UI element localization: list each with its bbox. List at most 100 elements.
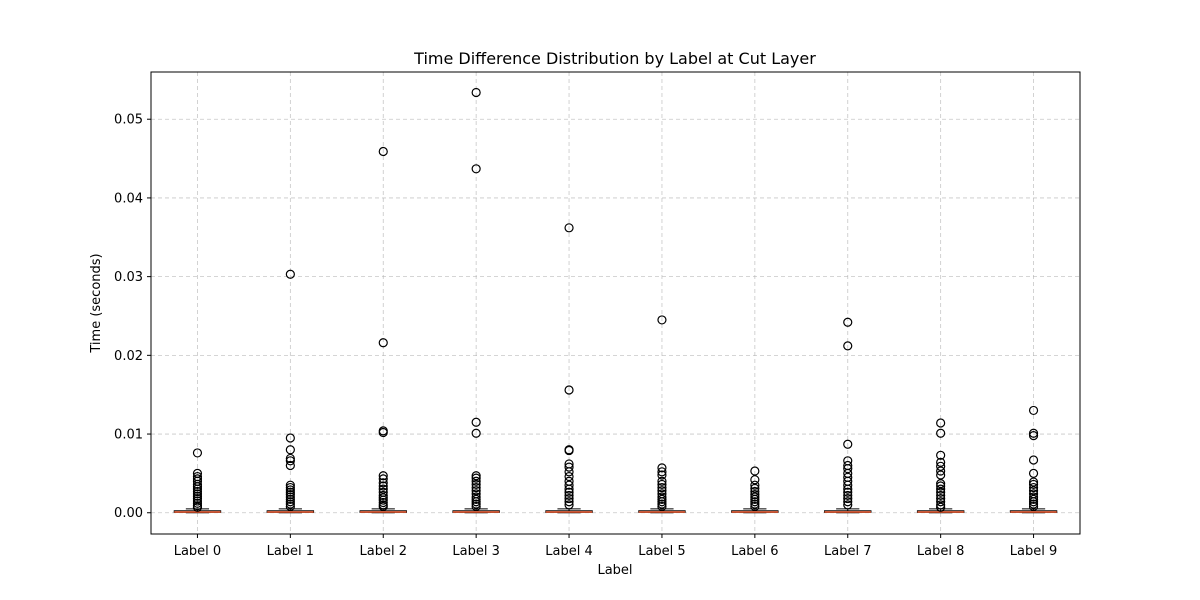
x-tick-label: Label 9 (1010, 544, 1057, 559)
outlier-point (657, 470, 667, 480)
outlier-point (378, 146, 388, 157)
box-group (824, 317, 872, 514)
outlier-point (936, 479, 946, 489)
outlier-point (750, 480, 760, 490)
outlier-point (378, 481, 388, 491)
outlier-point (564, 484, 574, 494)
outlier-point (1028, 479, 1039, 490)
outlier-point (936, 418, 946, 428)
outlier-point (285, 269, 295, 279)
outlier-point (192, 491, 203, 501)
outlier-point (1028, 501, 1039, 512)
outlier-point (285, 499, 295, 509)
outlier-point (471, 476, 481, 486)
outlier-point (285, 501, 295, 512)
outlier-point (471, 482, 481, 493)
outlier-point (564, 493, 574, 504)
outlier-point (1028, 431, 1039, 441)
x-tick-label: Label 1 (267, 544, 314, 559)
outlier-point (657, 494, 667, 504)
outlier-point (471, 417, 481, 427)
outlier-point (1028, 492, 1039, 502)
outlier-point (1028, 428, 1039, 438)
outlier-point (843, 439, 853, 449)
outlier-point (471, 479, 481, 490)
outlier-point (750, 475, 760, 485)
outlier-point (843, 497, 853, 507)
box-group (266, 269, 315, 514)
outlier-point (1028, 482, 1039, 493)
box-group (359, 146, 407, 514)
outlier-point (564, 467, 574, 477)
y-axis-title: Time (seconds) (89, 253, 104, 353)
outlier-point (843, 487, 853, 497)
outlier-point (471, 499, 481, 509)
outlier-point (843, 484, 853, 494)
outlier-point (564, 487, 574, 497)
outlier-point (657, 476, 667, 486)
outlier-point (471, 164, 481, 174)
chart-title: Time Difference Distribution by Label at… (413, 49, 816, 68)
outlier-point (471, 428, 481, 438)
outlier-point (378, 501, 388, 512)
outlier-point (750, 494, 760, 504)
outlier-point (285, 453, 295, 464)
outlier-point (564, 462, 574, 472)
outlier-point (378, 478, 388, 488)
outlier-point (285, 492, 295, 502)
outlier-point (564, 385, 574, 395)
box-layer (173, 87, 1058, 514)
outlier-point (471, 473, 481, 483)
x-tick-label: Label 0 (174, 544, 221, 559)
outlier-point (471, 471, 481, 481)
outlier-point (378, 427, 388, 438)
outlier-point (471, 497, 481, 507)
outlier-point (564, 223, 574, 233)
outlier-point (564, 445, 574, 456)
outlier-point (192, 484, 203, 494)
outlier-point (657, 497, 667, 507)
outlier-point (843, 493, 853, 504)
outlier-point (843, 341, 853, 351)
outlier-point (285, 490, 295, 500)
outlier-point (564, 471, 574, 482)
outlier-point (750, 499, 760, 509)
outlier-point (750, 466, 760, 476)
y-tick-label: 0.01 (114, 428, 143, 443)
outlier-point (285, 456, 295, 466)
x-axis-title: Label (597, 563, 632, 578)
outlier-point (936, 470, 946, 480)
outlier-point (285, 433, 295, 443)
plot-frame (150, 71, 1081, 535)
outlier-point (936, 502, 946, 512)
outlier-point (192, 482, 203, 492)
box-group (638, 315, 686, 514)
outlier-point (657, 486, 667, 496)
outlier-point (285, 497, 295, 507)
box-group (1009, 405, 1058, 514)
outlier-point (471, 492, 481, 502)
outlier-point (378, 471, 388, 481)
outlier-point (285, 445, 295, 455)
outlier-point (936, 484, 946, 494)
outlier-point (564, 500, 574, 510)
outlier-point (936, 487, 946, 497)
outlier-point (192, 448, 203, 458)
outlier-point (192, 502, 203, 512)
outlier-point (378, 474, 388, 484)
outlier-point (657, 492, 667, 502)
outlier-point (378, 484, 388, 494)
outlier-point (1028, 477, 1039, 487)
outlier-point (378, 493, 388, 503)
outlier-point (1028, 405, 1039, 416)
outlier-point (564, 490, 574, 501)
outlier-point (750, 483, 760, 493)
outlier-point (843, 317, 853, 327)
y-tick-label: 0.03 (114, 270, 143, 285)
outlier-point (657, 479, 667, 490)
tick-layer: 0.00 0.01 0.02 0.03 0.04 0.05 Label 0 Label 1 La… (114, 113, 1057, 559)
outlier-point (192, 486, 203, 497)
outlier-point (750, 490, 760, 500)
outlier-point (657, 467, 667, 477)
